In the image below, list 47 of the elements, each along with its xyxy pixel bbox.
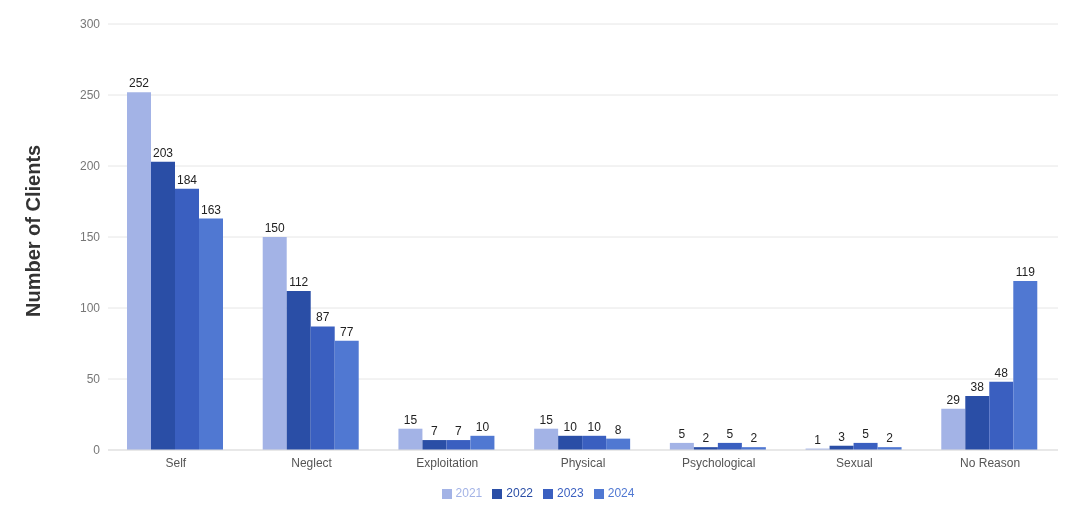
y-tick-label: 100 [79,301,101,316]
legend-label: 2021 [455,486,483,500]
data-label: 8 [614,422,622,437]
y-tick-label: 50 [86,372,101,387]
data-label: 87 [316,310,330,325]
data-label: 38 [970,380,985,395]
y-tick-label: 150 [79,230,101,245]
data-label: 112 [289,274,309,289]
legend-label: 2024 [607,486,635,500]
data-label: 252 [128,76,150,91]
x-tick-label: No Reason [960,455,1021,470]
data-label: 150 [264,221,286,235]
y-tick-label: 200 [79,159,101,174]
x-tick-label: Exploitation [416,455,479,470]
data-label: 10 [587,419,602,434]
x-tick-label: Physical [560,455,606,470]
data-label: 10 [475,419,490,434]
data-label: 5 [726,426,734,441]
data-label: 15 [403,412,418,427]
data-label: 2 [702,431,710,446]
data-label: 7 [455,424,463,439]
data-label: 1 [814,432,822,447]
x-tick-label: Self [165,455,187,470]
x-tick-label: Sexual [836,455,873,470]
data-label: 184 [176,172,198,187]
y-tick-label: 250 [79,88,101,103]
x-tick-label: Neglect [291,455,333,470]
legend-label: 2023 [557,486,584,500]
y-tick-label: 0 [93,443,101,458]
data-label: 3 [838,429,846,444]
data-label: 203 [152,145,174,160]
data-label: 48 [994,365,1009,380]
data-label: 163 [200,202,222,217]
data-label: 10 [563,419,578,434]
x-tick-label: Psychological [682,455,756,470]
data-label: 77 [340,324,354,339]
data-label: 15 [539,412,554,427]
data-label: 2 [750,431,758,446]
data-label: 7 [431,424,439,439]
data-label: 29 [946,392,961,407]
data-label: 5 [678,426,686,441]
data-label: 2 [886,431,894,446]
data-label: 119 [1015,265,1036,280]
legend-label: 2022 [506,486,533,500]
y-axis-title: Number of Clients [22,144,45,317]
data-label: 5 [862,426,870,441]
y-tick-label: 300 [79,17,101,32]
